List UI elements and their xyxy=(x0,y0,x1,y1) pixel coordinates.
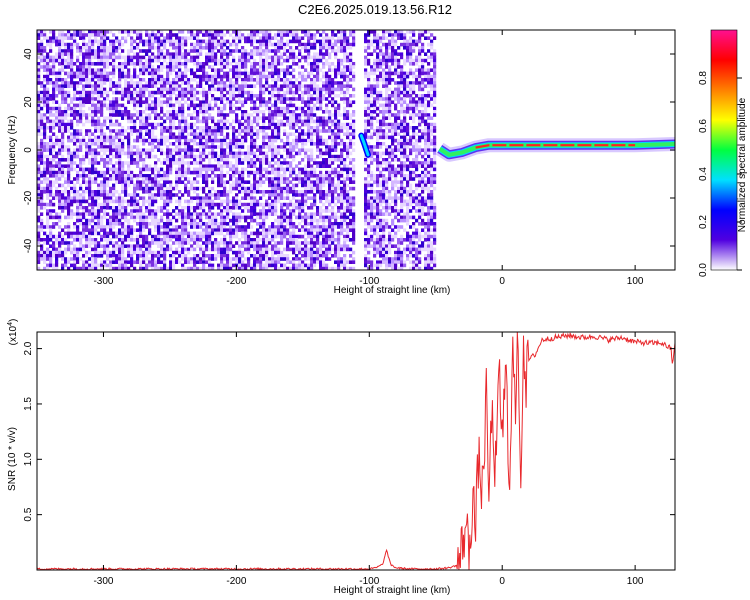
heatmap-xtick-label: -200 xyxy=(226,276,246,287)
snr-axes-box xyxy=(36,331,676,571)
noise-speckle xyxy=(37,30,437,270)
snr-xtick-label: 0 xyxy=(499,576,505,587)
snr-multiplier-label: (x104) xyxy=(7,319,19,346)
heatmap-ytick-label: -40 xyxy=(23,238,34,253)
heatmap-xtick-label: -300 xyxy=(93,276,113,287)
heatmap-ytick-label: 0 xyxy=(23,147,34,153)
colorbar-tick-label: 0.2 xyxy=(698,215,709,229)
colorbar-label: Normalized spectral amplitude xyxy=(737,97,748,232)
snr-ytick-label: 1.5 xyxy=(23,397,34,411)
snr-ytick-label: 1.0 xyxy=(23,452,34,466)
snr-xtick-label: 100 xyxy=(627,576,644,587)
signal-band xyxy=(435,137,675,162)
heatmap-ylabel: Frequency (Hz) xyxy=(7,116,18,185)
heatmap-ytick-label: -20 xyxy=(23,190,34,205)
snr-xtick-label: -100 xyxy=(359,576,379,587)
heatmap-ytick-label: 20 xyxy=(23,96,34,108)
snr-xtick-label: -300 xyxy=(93,576,113,587)
snr-frame: -300 -200 -100 0 100 0.5 1.0 1.5 2.0 Height of st… xyxy=(7,319,676,596)
snr-line xyxy=(37,332,675,570)
colorbar-tick-label: 0.8 xyxy=(698,71,709,85)
heatmap-ytick-label: 40 xyxy=(23,48,34,60)
snr-line-plot xyxy=(37,332,675,570)
snr-ytick-label: 0.5 xyxy=(23,507,34,521)
snr-xlabel: Height of straight line (km) xyxy=(334,585,451,596)
colorbar-tick-label: 0.0 xyxy=(698,263,709,277)
colorbar-tick-label: 0.4 xyxy=(698,167,709,181)
heatmap-plot xyxy=(37,30,675,270)
heatmap-xtick-label: 0 xyxy=(499,276,505,287)
heatmap-xlabel: Height of straight line (km) xyxy=(334,285,451,296)
colorbar: 0.0 0.2 0.4 0.6 0.8 Normalized spectral ampli… xyxy=(698,29,748,277)
snr-ylabel: SNR (10 * v/v) xyxy=(7,427,18,491)
colorbar-tick-label: 0.6 xyxy=(698,119,709,133)
colorbar-gradient xyxy=(710,29,738,271)
feature-near-gap xyxy=(358,132,371,158)
heatmap-xtick-label: 100 xyxy=(627,276,644,287)
chart-title: C2E6.2025.019.13.56.R12 xyxy=(298,2,452,17)
snr-xtick-label: -200 xyxy=(226,576,246,587)
snr-ytick-label: 2.0 xyxy=(23,341,34,355)
heatmap-xtick-label: -100 xyxy=(359,276,379,287)
